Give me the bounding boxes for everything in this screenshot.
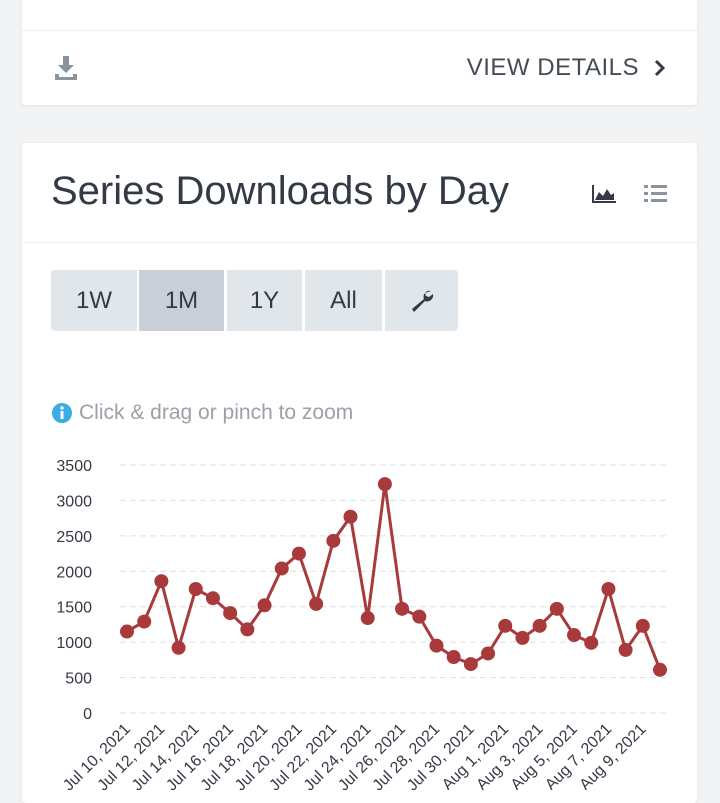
data-point bbox=[584, 635, 599, 650]
info-icon bbox=[52, 403, 72, 423]
y-tick-label: 3500 bbox=[56, 458, 92, 475]
divider bbox=[22, 30, 697, 31]
data-point bbox=[515, 630, 530, 645]
data-point bbox=[549, 601, 564, 616]
data-point bbox=[309, 596, 324, 611]
y-tick-label: 1500 bbox=[56, 600, 92, 617]
top-card: VIEW DETAILS bbox=[22, 0, 697, 105]
list-icon[interactable] bbox=[642, 183, 670, 205]
chevron-icon bbox=[654, 59, 666, 77]
y-tick-label: 0 bbox=[83, 706, 92, 723]
range-button[interactable]: 1Y bbox=[227, 270, 302, 331]
data-point bbox=[154, 574, 169, 589]
data-point bbox=[343, 509, 358, 524]
view-details[interactable]: VIEW DETAILS bbox=[466, 54, 639, 81]
data-point bbox=[463, 657, 478, 672]
settings-button[interactable] bbox=[385, 270, 458, 331]
data-point bbox=[326, 533, 341, 548]
data-point bbox=[205, 591, 220, 606]
card-title: Series Downloads by Day bbox=[51, 169, 509, 213]
zoom-hint: Click & drag or pinch to zoom bbox=[79, 401, 354, 424]
data-point bbox=[360, 611, 375, 626]
wrench-icon bbox=[411, 290, 433, 312]
range-button[interactable]: 1M bbox=[139, 270, 224, 331]
range-button[interactable]: All bbox=[305, 270, 382, 331]
data-point bbox=[532, 618, 547, 633]
data-point bbox=[240, 622, 255, 637]
data-point bbox=[567, 628, 582, 643]
data-point bbox=[120, 624, 134, 639]
y-tick-label: 2500 bbox=[56, 529, 92, 546]
chart-icon[interactable] bbox=[590, 183, 618, 205]
data-point bbox=[481, 646, 496, 661]
data-point bbox=[274, 561, 289, 576]
data-point bbox=[498, 618, 513, 633]
download-icon[interactable] bbox=[52, 54, 80, 82]
chart-card: Series Downloads by Day bbox=[22, 143, 697, 803]
y-tick-label: 2000 bbox=[56, 564, 92, 581]
data-point bbox=[137, 614, 152, 629]
divider bbox=[22, 242, 697, 243]
y-tick-label: 1000 bbox=[56, 635, 92, 652]
data-point bbox=[395, 601, 410, 616]
data-point bbox=[653, 662, 667, 677]
data-point bbox=[429, 638, 444, 653]
data-point bbox=[291, 546, 306, 561]
data-point bbox=[618, 642, 633, 657]
data-point bbox=[223, 606, 238, 621]
data-point bbox=[412, 609, 427, 624]
data-point bbox=[601, 582, 616, 596]
data-point bbox=[446, 650, 461, 665]
data-point bbox=[635, 618, 650, 633]
data-point bbox=[377, 477, 392, 492]
range-button[interactable]: 1W bbox=[51, 270, 137, 331]
y-tick-label: 3000 bbox=[56, 493, 92, 510]
y-tick-label: 500 bbox=[65, 671, 92, 688]
data-point bbox=[188, 582, 203, 596]
data-point bbox=[257, 598, 272, 613]
data-point bbox=[171, 640, 186, 655]
